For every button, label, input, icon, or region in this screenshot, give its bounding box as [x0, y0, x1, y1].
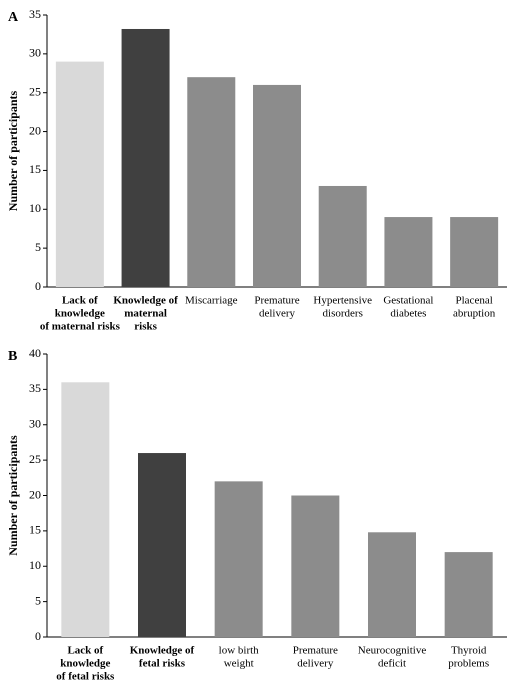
bar	[318, 185, 367, 287]
x-tick-label: disorders	[323, 308, 363, 320]
bar	[444, 552, 493, 637]
bar	[121, 28, 170, 287]
panel-label: B	[8, 349, 17, 364]
bar	[187, 77, 236, 288]
x-tick-label: Lack of	[62, 295, 98, 307]
bar	[138, 453, 186, 637]
y-tick-label: 25	[29, 452, 41, 466]
bar	[368, 532, 416, 637]
panel-label: A	[8, 10, 19, 25]
x-tick-label: problems	[448, 658, 489, 670]
x-tick-label: low birth	[219, 645, 260, 657]
x-tick-label: Lack of	[67, 645, 103, 657]
x-tick-label: Knowledge of	[130, 645, 195, 657]
x-tick-label: abruption	[453, 308, 496, 320]
bar	[450, 217, 499, 287]
x-tick-label: Gestational	[383, 295, 433, 307]
y-tick-label: 30	[29, 417, 41, 431]
y-tick-label: 0	[35, 629, 41, 643]
y-tick-label: 30	[29, 46, 41, 60]
y-tick-label: 20	[29, 487, 41, 501]
bar	[214, 481, 263, 637]
x-tick-label: Premature	[254, 295, 299, 307]
y-tick-label: 25	[29, 84, 41, 98]
x-tick-label: risks	[134, 321, 157, 333]
bar	[55, 61, 104, 287]
x-tick-label: deficit	[378, 658, 406, 670]
bar	[291, 495, 340, 637]
y-tick-label: 5	[35, 240, 41, 254]
y-tick-label: 5	[35, 593, 41, 607]
x-tick-label: knowledge	[55, 308, 105, 320]
x-tick-label: Placenal	[456, 295, 493, 307]
y-tick-label: 10	[29, 558, 41, 572]
bar	[253, 84, 301, 287]
x-tick-label: diabetes	[390, 308, 426, 320]
x-tick-label: weight	[224, 658, 254, 670]
x-tick-label: Hypertensive	[313, 295, 372, 307]
x-tick-label: knowledge	[60, 658, 110, 670]
y-tick-label: 35	[29, 381, 41, 395]
x-tick-label: fetal risks	[139, 658, 186, 670]
y-axis-label: Number of participants	[6, 90, 20, 211]
y-tick-label: 20	[29, 123, 41, 137]
x-tick-label: of fetal risks	[56, 671, 115, 683]
x-tick-label: Neurocognitive	[358, 645, 427, 657]
bar	[384, 217, 433, 287]
y-tick-label: 40	[29, 346, 41, 360]
y-tick-label: 0	[35, 279, 41, 293]
x-tick-label: delivery	[297, 658, 334, 670]
x-tick-label: Thyroid	[451, 645, 487, 657]
y-axis-label: Number of participants	[6, 435, 20, 556]
x-tick-label: Premature	[293, 645, 338, 657]
x-tick-label: Knowledge of	[113, 295, 178, 307]
y-tick-label: 15	[29, 523, 41, 537]
x-tick-label: Miscarriage	[185, 295, 238, 307]
y-tick-label: 10	[29, 201, 41, 215]
bar	[61, 382, 110, 637]
x-tick-label: of maternal risks	[40, 321, 121, 333]
y-tick-label: 15	[29, 162, 41, 176]
x-tick-label: delivery	[259, 308, 296, 320]
y-tick-label: 35	[29, 7, 41, 21]
x-tick-label: maternal	[124, 308, 167, 320]
